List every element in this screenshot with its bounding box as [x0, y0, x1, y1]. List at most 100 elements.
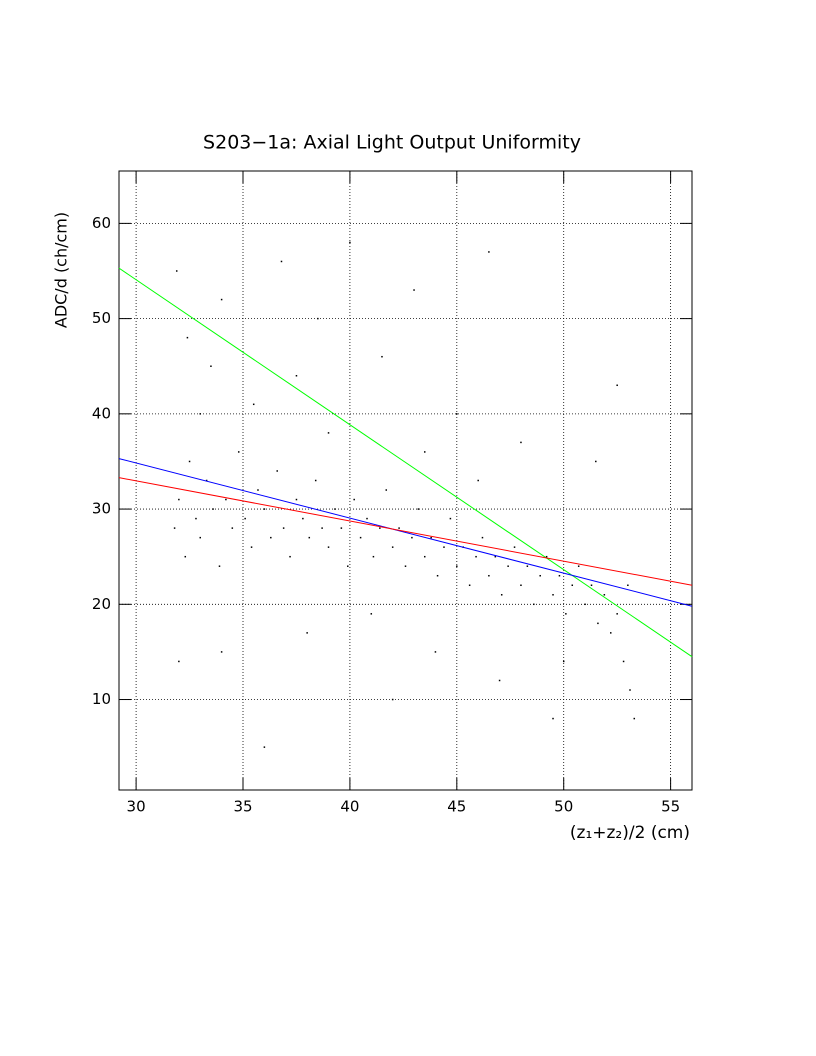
point	[178, 498, 180, 501]
point	[633, 717, 636, 720]
point	[199, 413, 201, 415]
point	[616, 613, 618, 615]
point	[475, 555, 477, 558]
fit-line	[118, 477, 693, 586]
point	[280, 260, 283, 263]
fit-line	[118, 458, 693, 607]
point	[545, 555, 548, 558]
point	[173, 527, 176, 529]
point	[270, 536, 272, 539]
point	[513, 546, 516, 548]
point	[295, 498, 298, 501]
point	[184, 555, 187, 558]
point	[175, 270, 178, 272]
point	[263, 746, 266, 748]
point	[186, 336, 189, 339]
point	[413, 289, 415, 291]
point	[456, 413, 458, 415]
point	[507, 565, 509, 567]
point	[210, 365, 212, 367]
point	[577, 565, 580, 567]
point	[494, 555, 497, 558]
point	[562, 660, 565, 663]
point	[317, 317, 319, 320]
fit-line	[118, 267, 693, 658]
point	[295, 374, 298, 377]
point	[603, 594, 606, 596]
point	[359, 536, 362, 539]
point	[302, 517, 304, 520]
point	[205, 479, 208, 482]
point	[533, 603, 535, 606]
point	[404, 565, 407, 567]
point	[584, 603, 586, 606]
x-tick-label: 40	[340, 798, 359, 816]
point	[257, 489, 259, 491]
point	[539, 574, 541, 577]
point	[347, 565, 349, 567]
point	[417, 508, 420, 510]
x-tick-label: 30	[127, 798, 146, 816]
point	[366, 517, 368, 520]
point	[627, 584, 629, 587]
point	[289, 555, 291, 558]
point	[188, 460, 191, 463]
point	[500, 594, 503, 596]
point	[327, 546, 330, 548]
point	[334, 508, 336, 510]
point	[308, 536, 311, 539]
point	[237, 451, 240, 453]
point	[391, 546, 394, 548]
point	[498, 679, 501, 682]
y-tick-label: 10	[92, 690, 111, 708]
point	[477, 479, 479, 482]
point	[178, 660, 180, 663]
y-tick-label: 20	[92, 595, 111, 613]
point	[488, 251, 490, 253]
point	[526, 565, 529, 567]
point	[398, 527, 400, 529]
point	[616, 384, 618, 387]
point	[520, 441, 522, 444]
point	[434, 651, 437, 653]
point	[430, 536, 432, 539]
plot-frame	[118, 170, 693, 791]
point	[595, 460, 597, 463]
point	[199, 536, 201, 539]
point	[306, 632, 308, 634]
point	[225, 498, 227, 501]
point	[436, 574, 439, 577]
point	[212, 508, 214, 510]
point	[590, 584, 593, 587]
point	[443, 546, 445, 548]
point	[250, 546, 253, 548]
point	[520, 584, 522, 587]
point	[372, 555, 375, 558]
point	[423, 451, 426, 453]
point	[558, 574, 561, 577]
point	[385, 489, 388, 491]
point	[327, 432, 330, 434]
y-tick-label: 30	[92, 500, 111, 518]
x-tick-label: 50	[554, 798, 573, 816]
point	[370, 613, 373, 615]
point	[597, 622, 599, 625]
point	[379, 527, 381, 529]
point	[349, 241, 351, 244]
point	[565, 613, 567, 615]
point	[552, 594, 554, 596]
point	[321, 527, 323, 529]
point	[263, 508, 266, 510]
point	[340, 527, 343, 529]
point	[481, 536, 484, 539]
point	[231, 527, 234, 529]
x-tick-label: 45	[447, 798, 466, 816]
point	[195, 517, 197, 520]
point	[488, 574, 490, 577]
point	[244, 517, 246, 520]
point	[276, 470, 278, 472]
y-tick-label: 40	[92, 404, 111, 422]
point	[252, 403, 255, 406]
